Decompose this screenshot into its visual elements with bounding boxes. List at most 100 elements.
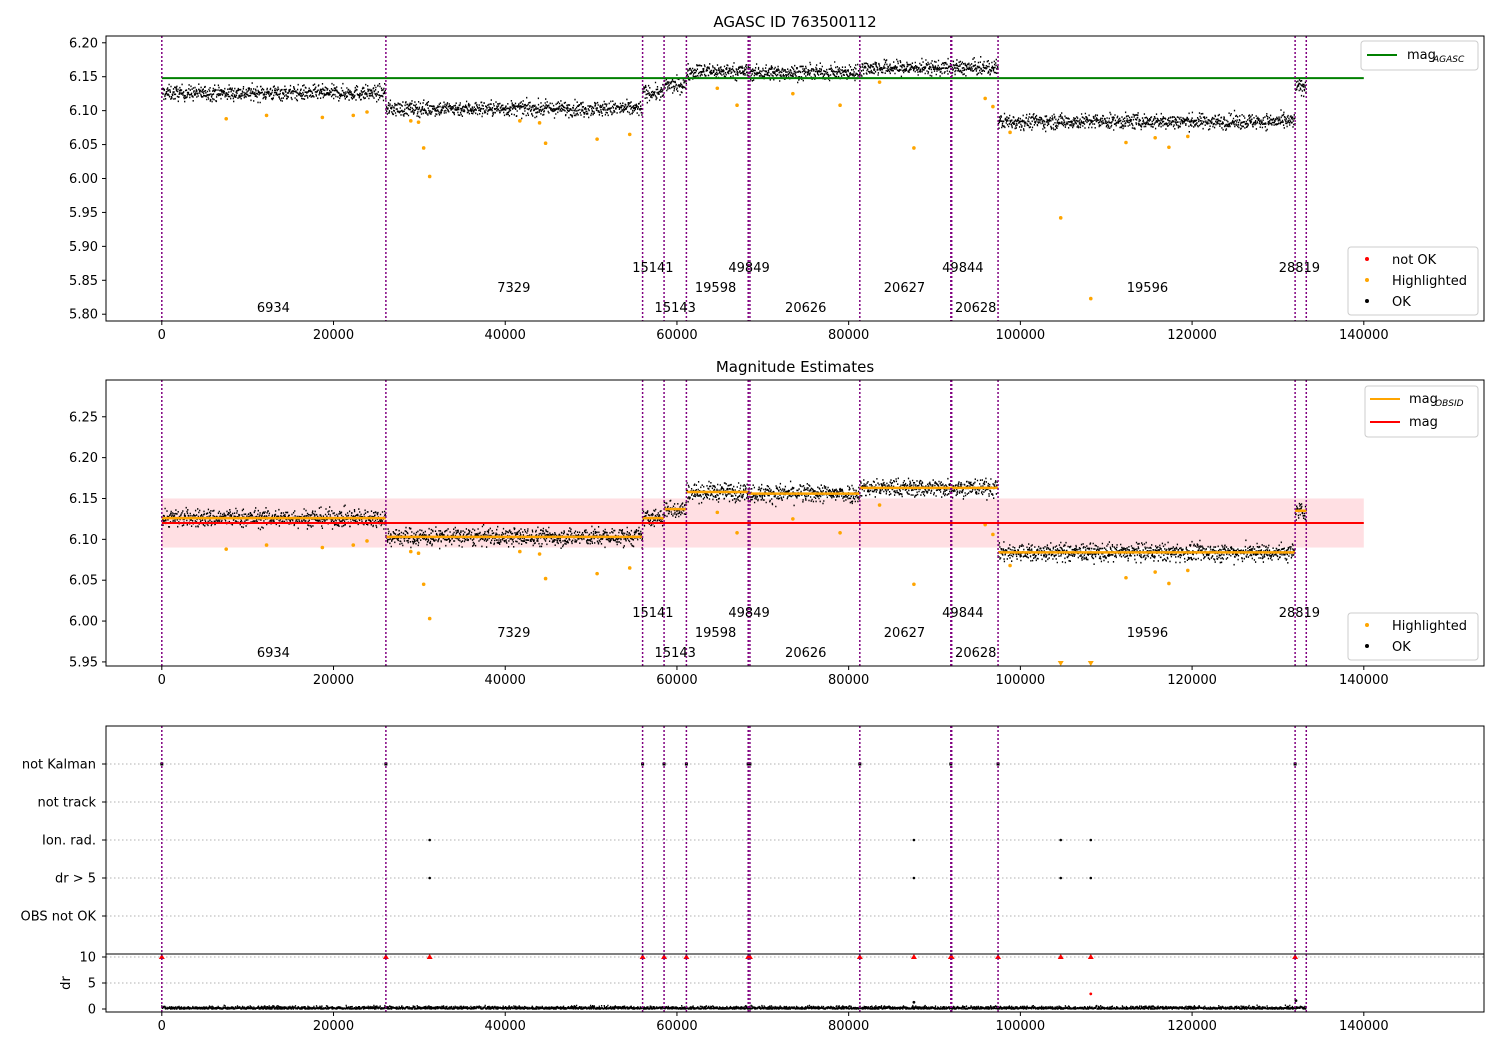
legend-agasc-points [1347, 246, 1479, 316]
highlighted-point [264, 543, 269, 547]
highlighted-point [1124, 575, 1128, 580]
highlighted-point [1008, 130, 1012, 135]
obsid-label: 19598 [695, 626, 736, 641]
obsid-label: 20627 [884, 281, 925, 296]
x-tick-label: 60000 [656, 1019, 697, 1034]
dr-clipped-marker [856, 954, 863, 959]
highlighted-point [735, 531, 739, 535]
x-tick-label: 0 [158, 328, 166, 343]
ok-points-segment [747, 61, 861, 84]
highlighted-point-clipped [1087, 661, 1094, 666]
highlighted-point [421, 582, 426, 587]
flag-point-ion-rad [1089, 838, 1093, 842]
flag-point-dr-gt-5 [428, 876, 431, 880]
flag-row-label: dr > 5 [55, 872, 96, 887]
ok-points-segment [950, 56, 999, 77]
highlighted-point [1124, 140, 1128, 145]
y-tick-label: 6.10 [69, 104, 98, 119]
y-tick-label: 6.00 [69, 172, 98, 187]
obsid-label: 20627 [884, 626, 925, 641]
obsid-label: 20626 [785, 301, 826, 316]
dr-clipped-marker [661, 954, 668, 959]
x-tick-label: 140000 [1339, 328, 1389, 343]
ok-points-segment [859, 57, 952, 78]
y-tick-label: 6.05 [69, 138, 98, 153]
dr-clipped-marker [948, 954, 955, 959]
highlighted-point [595, 571, 599, 576]
y-tick-label: 6.10 [69, 533, 98, 548]
highlighted-point [365, 110, 369, 114]
dr-outlier-point [912, 1000, 916, 1004]
highlighted-point [537, 121, 542, 125]
legend-marker [1365, 623, 1369, 627]
highlighted-point [264, 113, 269, 118]
dr-outlier-point [1089, 992, 1093, 996]
highlighted-point-clipped [1057, 661, 1064, 666]
x-tick-label: 100000 [996, 328, 1046, 343]
flag-row-label: not Kalman [22, 758, 96, 773]
legend-label-mag-agasc: mag [1407, 48, 1436, 63]
obsid-label: 28819 [1279, 606, 1320, 621]
x-tick-label: 140000 [1339, 1019, 1389, 1034]
dr-clipped-marker [1087, 954, 1094, 959]
x-tick-label: 100000 [996, 673, 1046, 688]
x-tick-label: 0 [158, 673, 166, 688]
flag-point-ion-rad [912, 838, 916, 842]
highlighted-point [408, 549, 413, 554]
y-tick-label: 5.90 [69, 240, 98, 255]
obsid-label: 6934 [257, 646, 290, 661]
y-tick-label: 6.15 [69, 492, 98, 507]
y-tick-label: 6.25 [69, 410, 98, 425]
legend-agasc-lines [1360, 40, 1479, 71]
legend-marker [1365, 257, 1369, 261]
x-tick-label: 120000 [1167, 328, 1217, 343]
highlighted-point [351, 543, 356, 547]
highlighted-point [421, 146, 426, 150]
flag-row-label: not track [37, 796, 96, 811]
highlighted-point [735, 103, 739, 108]
obsid-label: 19596 [1127, 281, 1168, 296]
obsid-label: 49844 [942, 261, 983, 276]
legend-label: mag [1409, 392, 1438, 407]
highlighted-point [224, 116, 228, 121]
x-tick-label: 80000 [828, 1019, 869, 1034]
legend-sub: OBSID [1435, 399, 1464, 409]
x-tick-label: 80000 [828, 328, 869, 343]
y-tick-label: 5.95 [69, 206, 98, 221]
dr-ok-points [161, 1004, 1307, 1010]
y-tick-label: 6.15 [69, 70, 98, 85]
highlighted-point [351, 113, 356, 118]
ok-points-segment [385, 96, 644, 120]
panel-dr: 0 5 10 dr 0 20000 40000 60000 80000 100000 120000 1… [59, 951, 1485, 1034]
dr-clipped-marker [426, 954, 433, 959]
highlighted-point [1167, 581, 1171, 586]
highlighted-point [715, 510, 720, 515]
obsid-label: 49849 [728, 606, 769, 621]
y-tick-label: 5.95 [69, 655, 98, 670]
highlighted-point [416, 120, 421, 124]
dr-clipped-marker [910, 954, 917, 959]
flag-row-label: OBS not OK [21, 910, 97, 925]
highlighted-point [912, 146, 916, 150]
panel-agasc-magnitude: 6934 7329 15141 15143 19598 49849 20626 20627 49… [69, 35, 1485, 343]
highlighted-point [983, 96, 987, 101]
panel-magnitude-estimates: 6934 7329 15141 15143 19598 49849 20626 20627 49… [69, 379, 1485, 688]
highlighted-point [838, 103, 842, 108]
x-tick-label: 120000 [1167, 673, 1217, 688]
dr-clipped-marker [995, 954, 1002, 959]
x-tick-label: 40000 [485, 1019, 526, 1034]
highlighted-point [595, 137, 599, 141]
ok-points-segment [997, 109, 1296, 133]
dr-clipped-marker [683, 954, 690, 959]
highlighted-point [224, 547, 228, 551]
highlighted-point [1185, 568, 1190, 573]
obsid-label: 28819 [1279, 261, 1320, 276]
highlighted-point [518, 119, 522, 123]
ok-points-segment [1294, 79, 1307, 98]
flag-point-ion-rad [428, 838, 431, 842]
obsid-label: 20628 [955, 646, 996, 661]
x-tick-label: 40000 [485, 328, 526, 343]
highlighted-point [543, 141, 548, 146]
ok-points-segment [161, 82, 387, 104]
